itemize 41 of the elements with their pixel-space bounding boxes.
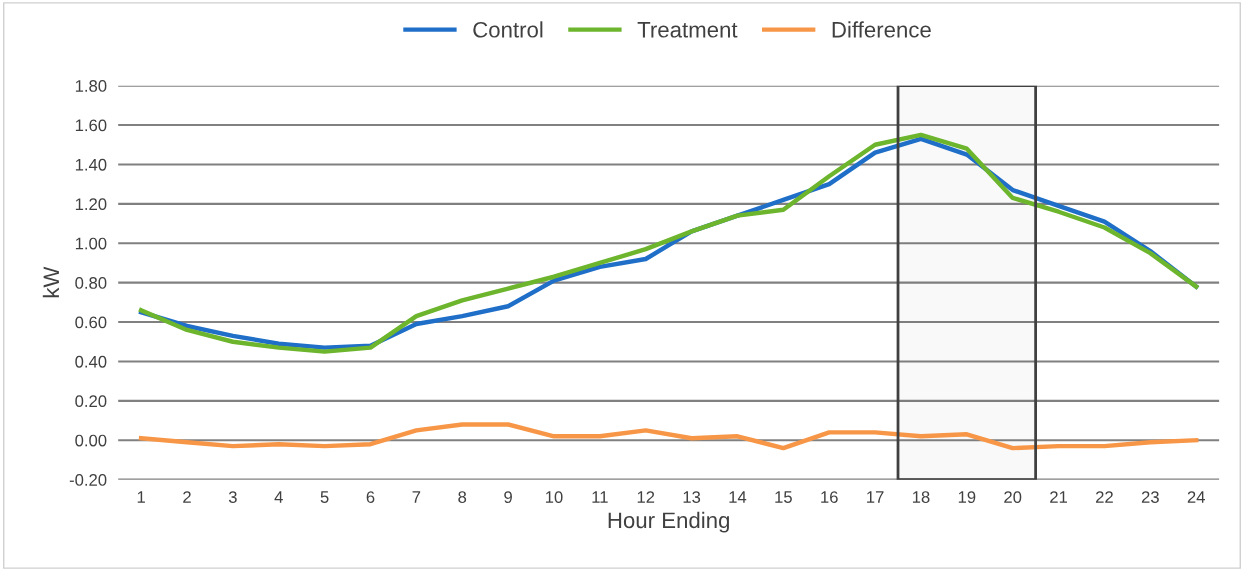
y-tick-label: 0.20 xyxy=(75,395,107,408)
x-tick-label: 24 xyxy=(1187,491,1205,503)
x-tick-label: 11 xyxy=(592,491,608,503)
y-tick-label: 1.40 xyxy=(75,158,107,171)
x-tick-label: 12 xyxy=(637,491,655,503)
x-tick-label: 15 xyxy=(775,491,792,503)
x-tick-label: 18 xyxy=(912,491,930,503)
x-tick-label: 20 xyxy=(1004,491,1022,503)
x-tick-label: 10 xyxy=(545,491,563,503)
x-tick-label: 22 xyxy=(1096,491,1113,503)
y-tick-label: 1.60 xyxy=(75,119,107,132)
x-tick-label: 9 xyxy=(504,491,512,503)
x-tick-label: 14 xyxy=(729,491,747,503)
x-tick-label: 23 xyxy=(1141,491,1159,503)
x-tick-label: 2 xyxy=(183,491,191,503)
x-axis-title: Hour Ending xyxy=(608,511,729,533)
y-axis-title: kW xyxy=(42,266,59,298)
x-tick-label: 8 xyxy=(458,491,467,503)
x-tick-label: 16 xyxy=(821,491,838,503)
x-tick-label: 7 xyxy=(412,491,421,503)
x-tick-label: 19 xyxy=(958,491,976,503)
legend-label: Difference xyxy=(832,21,931,38)
x-tick-label: 6 xyxy=(366,491,375,503)
x-tick-label: 1 xyxy=(137,491,145,503)
legend-label: Treatment xyxy=(637,22,738,38)
legend-label: Control xyxy=(473,21,543,38)
y-tick-label: 0.60 xyxy=(75,316,107,329)
x-tick-label: 3 xyxy=(228,491,237,503)
x-tick-label: 21 xyxy=(1050,491,1068,503)
x-tick-label: 13 xyxy=(683,491,701,503)
y-tick-label: -0.20 xyxy=(69,474,107,486)
x-tick-label: 5 xyxy=(320,491,329,503)
x-tick-label: 4 xyxy=(274,491,283,503)
x-tick-label: 17 xyxy=(867,491,884,503)
y-tick-label: 1.20 xyxy=(75,198,107,211)
y-tick-label: 0.00 xyxy=(75,434,107,447)
line-series xyxy=(138,422,1199,451)
y-tick-label: 1.00 xyxy=(75,237,107,250)
y-tick-label: 1.80 xyxy=(75,80,107,92)
y-tick-label: 0.40 xyxy=(75,355,107,368)
y-tick-label: 0.80 xyxy=(75,277,107,289)
